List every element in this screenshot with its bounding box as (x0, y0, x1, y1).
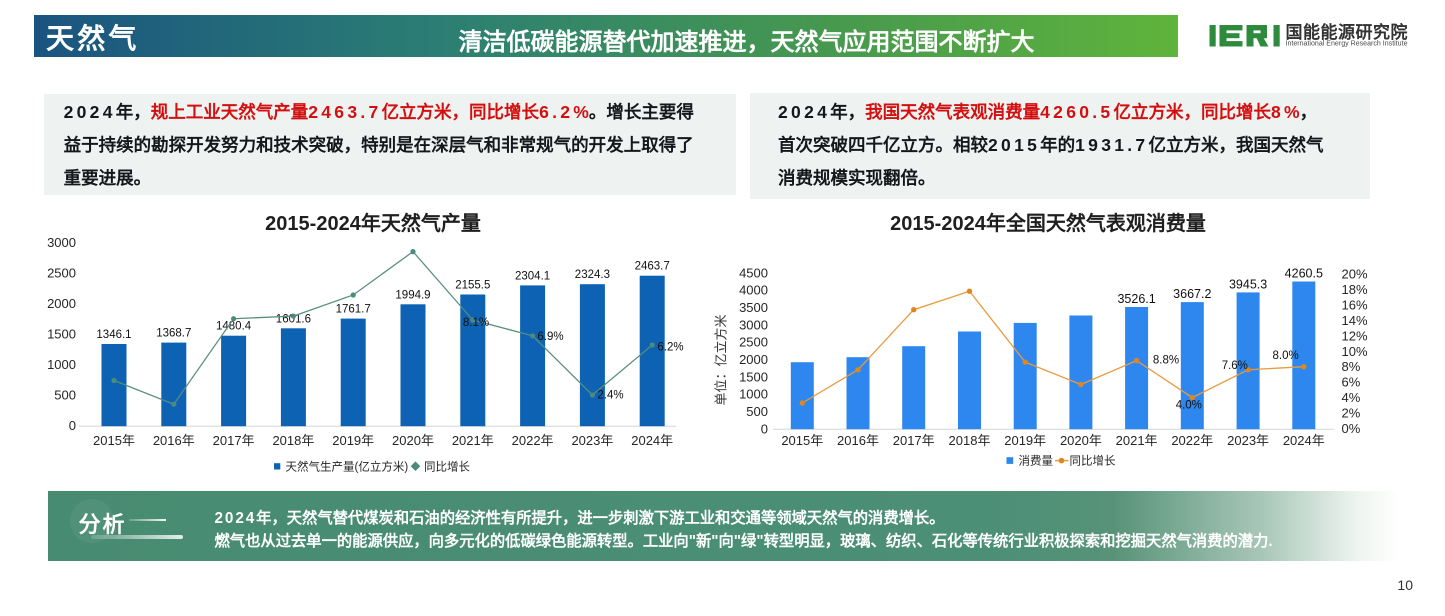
svg-text:2023年: 2023年 (1227, 433, 1269, 448)
svg-text:International Energy Research: International Energy Research Institute (1286, 39, 1408, 48)
svg-text:单位：亿立方米: 单位：亿立方米 (714, 314, 729, 405)
svg-text:2155.5: 2155.5 (455, 280, 490, 292)
svg-text:3000: 3000 (739, 317, 768, 332)
svg-text:4%: 4% (1342, 390, 1361, 405)
svg-text:4000: 4000 (739, 283, 768, 298)
svg-text:2017年: 2017年 (213, 433, 255, 448)
svg-text:同比增长: 同比增长 (1070, 453, 1116, 467)
svg-text:2000: 2000 (739, 352, 768, 367)
svg-text:消费量: 消费量 (1019, 453, 1054, 467)
svg-text:1000: 1000 (47, 357, 76, 372)
svg-text:8%: 8% (1342, 359, 1361, 374)
svg-text:20%: 20% (1342, 267, 1368, 282)
svg-text:2023年: 2023年 (571, 433, 613, 448)
svg-text:1500: 1500 (739, 369, 768, 384)
svg-text:4260.5: 4260.5 (1285, 267, 1323, 281)
svg-text:4.0%: 4.0% (1176, 399, 1202, 411)
svg-text:2463.7: 2463.7 (635, 261, 670, 273)
svg-text:2019年: 2019年 (332, 433, 374, 448)
svg-text:2304.1: 2304.1 (515, 270, 550, 282)
svg-text:12%: 12% (1342, 328, 1368, 343)
svg-text:500: 500 (54, 388, 76, 403)
svg-text:4500: 4500 (739, 265, 768, 280)
svg-text:1368.7: 1368.7 (156, 328, 191, 340)
svg-text:2015-2024年全国天然气表观消费量: 2015-2024年全国天然气表观消费量 (890, 211, 1206, 235)
svg-text:18%: 18% (1342, 282, 1368, 297)
svg-text:2324.3: 2324.3 (575, 269, 610, 281)
svg-text:2%: 2% (1342, 406, 1361, 421)
svg-text:6%: 6% (1342, 375, 1361, 390)
svg-text:0: 0 (761, 421, 768, 436)
svg-text:2000: 2000 (47, 296, 76, 311)
svg-text:1761.7: 1761.7 (336, 304, 371, 316)
svg-text:8.0%: 8.0% (1272, 350, 1298, 362)
svg-text:2016年: 2016年 (837, 433, 879, 448)
svg-text:2015年: 2015年 (93, 433, 135, 448)
svg-text:国能能源研究院: 国能能源研究院 (1286, 22, 1408, 42)
svg-text:2021年: 2021年 (1116, 433, 1158, 448)
svg-text:3000: 3000 (47, 235, 76, 250)
svg-text:8.8%: 8.8% (1153, 355, 1179, 367)
svg-text:10%: 10% (1342, 344, 1368, 359)
svg-text:1480.4: 1480.4 (216, 321, 252, 333)
svg-text:8.1%: 8.1% (463, 317, 489, 329)
svg-text:天然气生产量(亿立方米): 天然气生产量(亿立方米) (286, 460, 409, 474)
svg-text:6.2%: 6.2% (657, 341, 683, 353)
svg-text:2016年: 2016年 (153, 433, 195, 448)
svg-text:2020年: 2020年 (1060, 433, 1102, 448)
svg-text:2.4%: 2.4% (597, 389, 623, 401)
svg-text:3945.3: 3945.3 (1229, 277, 1267, 291)
svg-text:同比增长: 同比增长 (424, 459, 470, 473)
svg-text:1346.1: 1346.1 (96, 329, 131, 341)
svg-text:3500: 3500 (739, 300, 768, 315)
svg-text:2500: 2500 (739, 335, 768, 350)
svg-text:2019年: 2019年 (1004, 433, 1046, 448)
svg-text:2015-2024年天然气产量: 2015-2024年天然气产量 (265, 211, 481, 235)
svg-text:2022年: 2022年 (1171, 433, 1213, 448)
svg-text:2500: 2500 (47, 265, 76, 280)
svg-text:16%: 16% (1342, 298, 1368, 313)
svg-text:1000: 1000 (739, 387, 768, 402)
svg-text:2021年: 2021年 (452, 433, 494, 448)
svg-text:2022年: 2022年 (512, 433, 554, 448)
svg-text:2018年: 2018年 (949, 433, 991, 448)
svg-text:2015年: 2015年 (781, 433, 823, 448)
svg-text:3526.1: 3526.1 (1117, 292, 1155, 306)
svg-text:14%: 14% (1342, 313, 1368, 328)
svg-text:7.6%: 7.6% (1222, 360, 1248, 372)
svg-text:3667.2: 3667.2 (1173, 287, 1211, 301)
svg-text:2017年: 2017年 (893, 433, 935, 448)
svg-text:0: 0 (69, 418, 76, 433)
svg-text:2018年: 2018年 (272, 433, 314, 448)
svg-text:1500: 1500 (47, 327, 76, 342)
svg-text:2020年: 2020年 (392, 433, 434, 448)
svg-text:6.9%: 6.9% (537, 331, 563, 343)
svg-text:2024年: 2024年 (1283, 433, 1325, 448)
svg-text:1994.9: 1994.9 (395, 289, 430, 301)
svg-text:2024年: 2024年 (631, 433, 673, 448)
svg-text:500: 500 (746, 404, 768, 419)
svg-text:0%: 0% (1342, 421, 1361, 436)
